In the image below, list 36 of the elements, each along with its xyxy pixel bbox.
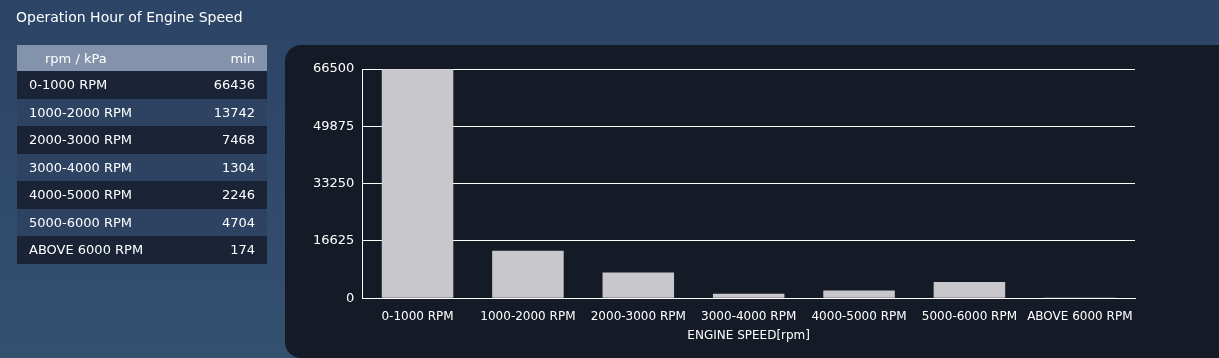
text: 4704 bbox=[221, 214, 255, 230]
text: rpm / kPa bbox=[45, 50, 107, 66]
bar bbox=[933, 281, 1006, 298]
text: 66436 bbox=[213, 77, 255, 93]
text: min bbox=[230, 50, 255, 66]
category-label: ABOVE 6000 RPM bbox=[29, 242, 144, 258]
x-tick-label: 2000-3000 RPM bbox=[590, 308, 686, 323]
category-label: 2000-3000 RPM bbox=[29, 132, 133, 148]
category-label: 4000-5000 RPM bbox=[29, 187, 133, 203]
y-tick-label: 33250 bbox=[313, 174, 355, 190]
category-label: 0-1000 RPM bbox=[29, 77, 108, 93]
y-tick-label: 0 bbox=[346, 289, 355, 305]
x-tick-label: 5000-6000 RPM bbox=[921, 308, 1018, 323]
text: 7468 bbox=[221, 132, 255, 148]
x-tick-label: 3000-4000 RPM bbox=[701, 308, 797, 323]
x-tick-label: 0-1000 RPM bbox=[381, 308, 454, 323]
x-tick-label: 4000-5000 RPM bbox=[811, 308, 907, 323]
bar bbox=[602, 272, 675, 298]
category-label: 1000-2000 RPM bbox=[29, 104, 133, 120]
text: 13742 bbox=[213, 104, 255, 120]
bar bbox=[492, 250, 564, 298]
x-tick-label: ABOVE 6000 RPM bbox=[1027, 308, 1133, 323]
category-label: 5000-6000 RPM bbox=[29, 214, 133, 230]
y-tick-label: 16625 bbox=[313, 232, 355, 248]
text: 1304 bbox=[221, 159, 255, 175]
y-tick-label: 49875 bbox=[313, 117, 355, 133]
text: 174 bbox=[230, 242, 255, 258]
category-label: 3000-4000 RPM bbox=[29, 159, 133, 175]
text: Operation Hour of Engine Speed bbox=[16, 9, 243, 25]
y-tick-label: 66500 bbox=[313, 60, 355, 76]
bar bbox=[381, 69, 454, 298]
x-tick-label: 1000-2000 RPM bbox=[480, 308, 576, 323]
bar bbox=[823, 290, 895, 298]
text: 2246 bbox=[221, 187, 255, 203]
bar bbox=[712, 293, 785, 298]
x-axis-title: ENGINE SPEED[rpm] bbox=[687, 327, 810, 342]
